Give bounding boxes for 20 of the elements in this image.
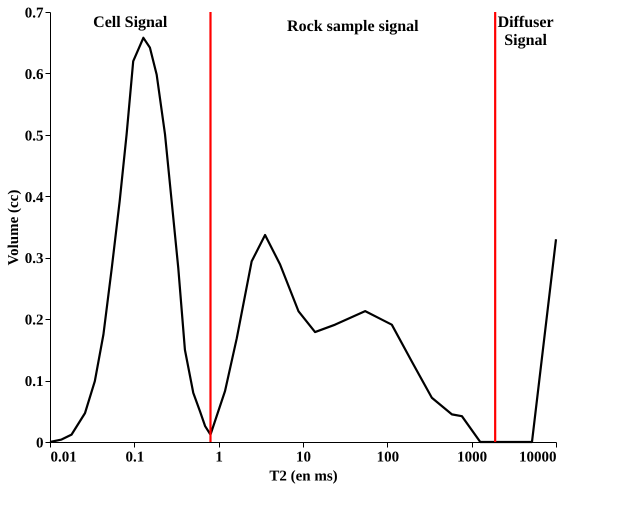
y-axis-title: Volume (cc)	[6, 190, 22, 266]
y-tick-label: 0	[36, 436, 44, 452]
annotation: Diffuser Signal	[498, 14, 554, 49]
x-tick-label: 10000	[519, 450, 556, 466]
y-tick-label: 0.4	[24, 190, 44, 206]
x-axis-title: T2 (en ms)	[269, 468, 338, 484]
y-tick-label: 0.7	[24, 6, 44, 22]
y-tick-label: 0.2	[24, 312, 44, 329]
x-tick-label: 10	[296, 450, 311, 466]
y-tick-label: 0.1	[24, 374, 44, 390]
x-tick-label: 1000	[457, 450, 488, 466]
y-tick-label: 0.6	[24, 66, 44, 83]
y-tick-label: 0.3	[24, 251, 44, 268]
x-tick-label: 0.1	[125, 450, 144, 466]
annotation: Rock sample signal	[287, 18, 420, 35]
y-tick-label: 0.5	[24, 128, 44, 144]
x-tick-label: 0.01	[50, 450, 77, 466]
x-tick-label: 100	[376, 450, 400, 466]
x-tick-label: 1	[215, 450, 223, 466]
annotation: Cell Signal	[93, 14, 168, 31]
